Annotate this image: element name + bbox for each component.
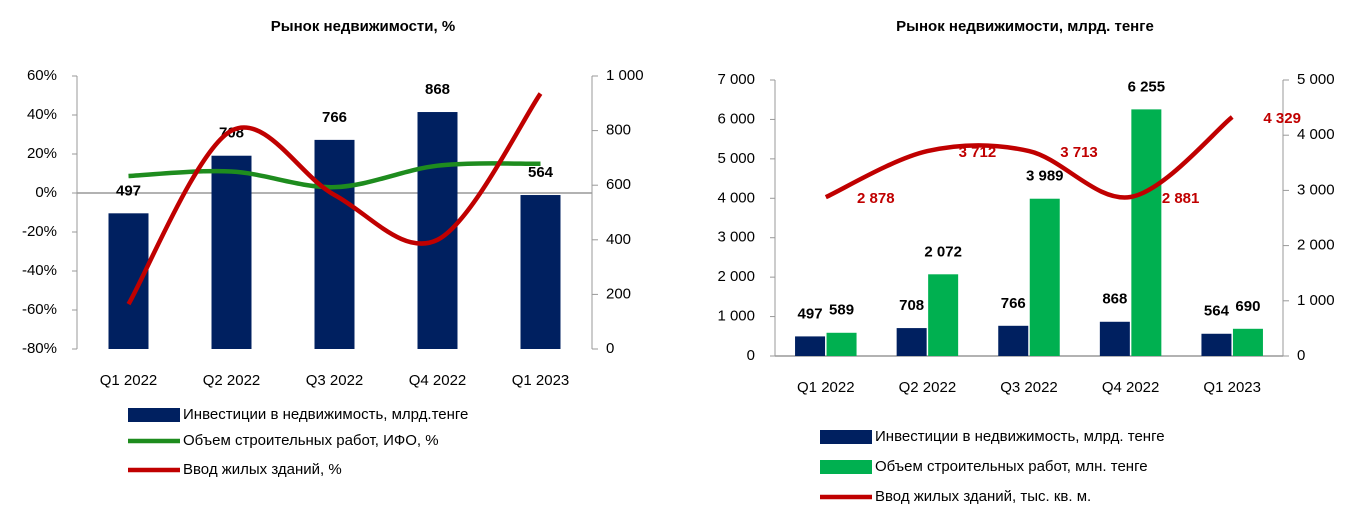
y-tick-label: 2 000	[717, 268, 755, 285]
y2-tick-label: 2 000	[1297, 237, 1335, 254]
y2-tick-label: 400	[606, 231, 631, 248]
bar	[1201, 333, 1232, 356]
legend-label: Ввод жилых зданий, тыс. кв. м.	[875, 488, 1091, 505]
x-tick-label: Q2 2022	[899, 379, 957, 396]
legend-swatch	[820, 460, 872, 474]
y-tick-label: -80%	[22, 340, 57, 357]
bar	[1029, 198, 1060, 356]
y-tick-label: 60%	[27, 67, 57, 84]
bar	[211, 155, 252, 349]
x-tick-label: Q3 2022	[306, 372, 364, 389]
y-tick-label: 1 000	[717, 308, 755, 325]
data-label: 2 072	[924, 243, 962, 260]
y-tick-label: 7 000	[717, 71, 755, 88]
y-tick-label: -60%	[22, 301, 57, 318]
y2-tick-label: 800	[606, 122, 631, 139]
data-label: 766	[322, 109, 347, 126]
legend-label: Объем строительных работ, млн. тенге	[875, 458, 1148, 475]
y2-tick-label: 600	[606, 176, 631, 193]
data-label: 766	[1001, 295, 1026, 312]
y-tick-label: -20%	[22, 223, 57, 240]
bar	[1099, 321, 1130, 356]
data-label: 589	[829, 302, 854, 319]
data-label: 564	[1204, 303, 1230, 320]
data-label: 868	[425, 81, 450, 98]
y2-tick-label: 1 000	[1297, 292, 1335, 309]
bar	[520, 195, 561, 349]
x-tick-label: Q2 2022	[203, 372, 261, 389]
data-label: 3 712	[959, 144, 997, 161]
line	[824, 115, 1234, 200]
y2-tick-label: 0	[606, 340, 614, 357]
data-label: 868	[1102, 291, 1127, 308]
y-tick-label: 3 000	[717, 229, 755, 246]
x-tick-label: Q4 2022	[409, 372, 467, 389]
bar	[314, 139, 355, 349]
x-tick-label: Q4 2022	[1102, 379, 1160, 396]
y-tick-label: 4 000	[717, 189, 755, 206]
y2-tick-label: 3 000	[1297, 181, 1335, 198]
line	[126, 92, 543, 306]
y2-tick-label: 0	[1297, 347, 1305, 364]
bar	[928, 274, 959, 356]
bar	[1232, 328, 1263, 356]
legend-label: Инвестиции в недвижимость, млрд.тенге	[183, 406, 468, 423]
bar	[1131, 109, 1162, 356]
y-tick-label: 40%	[27, 106, 57, 123]
x-tick-label: Q1 2022	[797, 379, 855, 396]
data-label: 3 989	[1026, 168, 1064, 185]
bar	[896, 328, 927, 356]
chart-title: Рынок недвижимости, млрд. тенге	[896, 18, 1154, 35]
bar	[795, 336, 826, 356]
x-tick-label: Q1 2022	[100, 372, 158, 389]
y2-tick-label: 200	[606, 285, 631, 302]
y-tick-label: 6 000	[717, 110, 755, 127]
x-tick-label: Q3 2022	[1000, 379, 1058, 396]
data-label: 2 878	[857, 190, 895, 207]
data-label: 497	[116, 182, 141, 199]
legend-label: Инвестиции в недвижимость, млрд. тенге	[875, 428, 1165, 445]
y-tick-label: 5 000	[717, 150, 755, 167]
x-tick-label: Q1 2023	[512, 372, 570, 389]
legend-swatch	[128, 408, 180, 422]
y2-tick-label: 4 000	[1297, 126, 1335, 143]
y-tick-label: 0%	[35, 184, 57, 201]
data-label: 3 713	[1060, 144, 1098, 161]
data-label: 497	[798, 305, 823, 322]
legend-label: Ввод жилых зданий, %	[183, 461, 342, 478]
legend-swatch	[820, 430, 872, 444]
data-label: 690	[1235, 298, 1260, 315]
y-tick-label: 20%	[27, 145, 57, 162]
legend-label: Объем строительных работ, ИФО, %	[183, 432, 439, 449]
data-label: 2 881	[1162, 190, 1200, 207]
y2-tick-label: 1 000	[606, 67, 644, 84]
y2-tick-label: 5 000	[1297, 71, 1335, 88]
data-label: 708	[899, 297, 924, 314]
data-label: 6 255	[1128, 78, 1166, 95]
y-tick-label: -40%	[22, 262, 57, 279]
x-tick-label: Q1 2023	[1203, 379, 1261, 396]
bar	[826, 332, 857, 356]
chart-title: Рынок недвижимости, %	[271, 18, 455, 35]
bar	[998, 325, 1029, 356]
y-tick-label: 0	[747, 347, 755, 364]
data-label: 564	[528, 164, 554, 181]
data-label: 4 329	[1263, 110, 1301, 127]
